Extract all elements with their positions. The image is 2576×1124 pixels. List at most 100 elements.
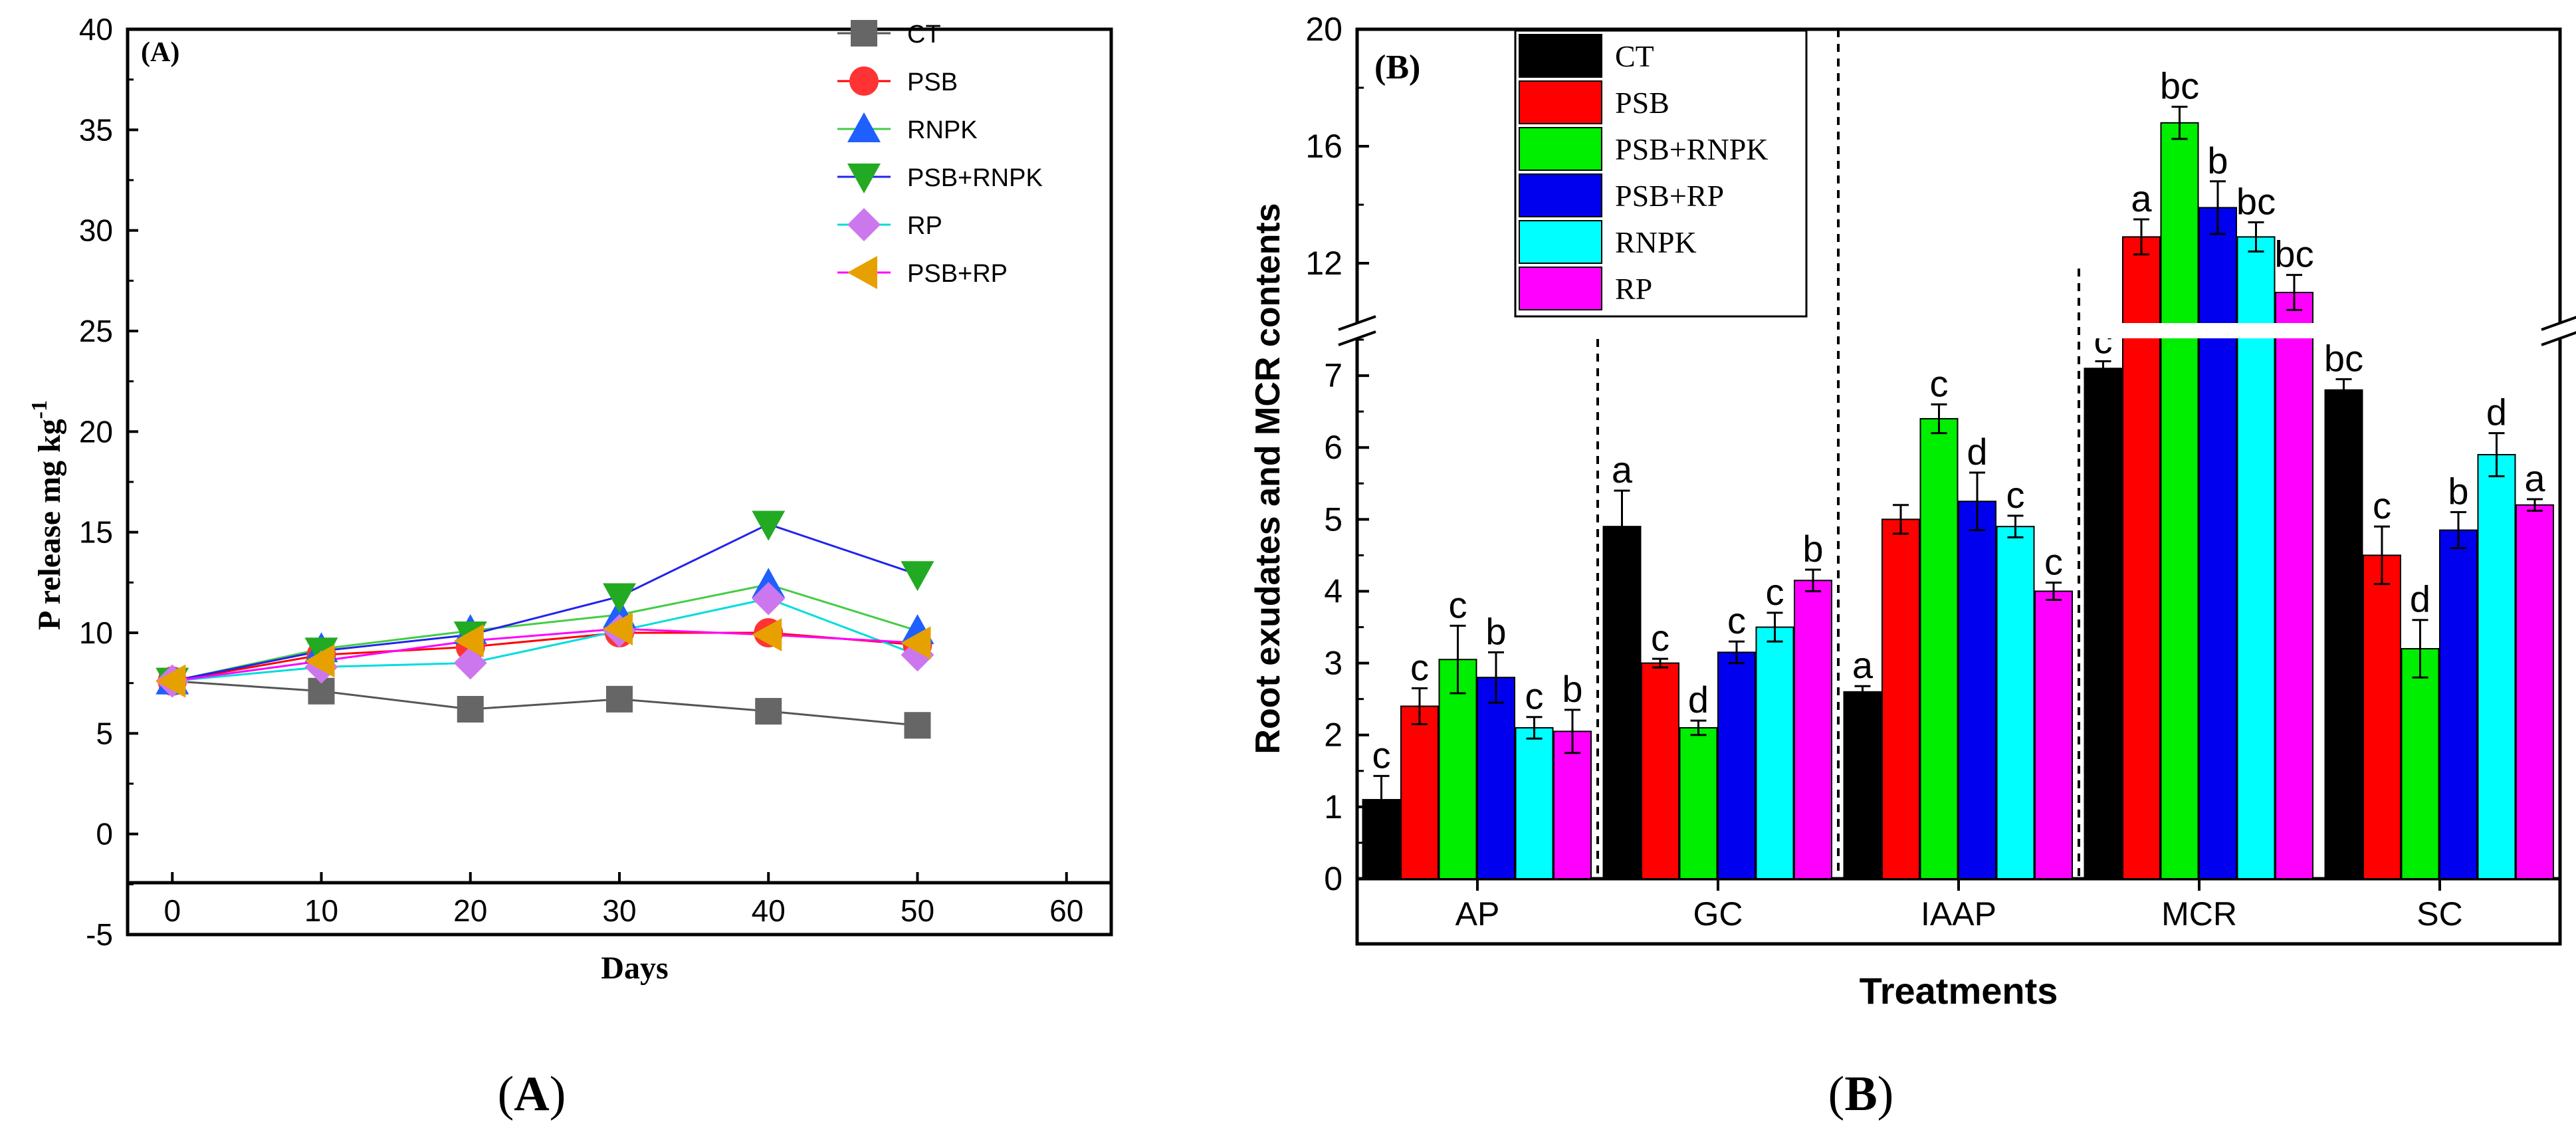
significance-letter: c xyxy=(1410,646,1429,688)
bar-gc-psb-rp xyxy=(1717,651,1756,879)
significance-letter: c xyxy=(1372,734,1391,776)
panel-b-ylabel: Root exudates and MCR contents xyxy=(1249,203,1287,754)
legend-label: PSB+RNPK xyxy=(907,164,1043,192)
legend-marker xyxy=(847,256,877,289)
significance-letter: a xyxy=(2524,457,2545,499)
legend-marker xyxy=(849,66,879,96)
significance-letter: c xyxy=(1651,617,1669,659)
data-point-psb-rp xyxy=(603,612,633,645)
significance-letter: c xyxy=(2044,540,2063,582)
panel-b-ytick-label: 5 xyxy=(1324,501,1342,538)
bar-mcr-psb-rp xyxy=(2199,207,2237,879)
legend-marker xyxy=(847,208,881,241)
significance-letter: bc xyxy=(2324,337,2363,379)
significance-letter: c xyxy=(1766,571,1784,613)
significance-letter: d xyxy=(2486,392,2507,433)
legend-label: PSB xyxy=(907,68,958,96)
data-point-psb-rp xyxy=(752,618,782,652)
legend-swatch xyxy=(1519,127,1602,171)
bar-ap-psb xyxy=(1400,705,1439,879)
bar-sc-psb-rnpk xyxy=(2401,647,2440,879)
data-point-psb-rnpk xyxy=(752,510,786,541)
significance-letter: b xyxy=(2448,471,2468,512)
significance-letter: c xyxy=(1525,675,1544,717)
panel-a-ytick-label: 15 xyxy=(79,515,113,550)
panel-b-caption: (B) xyxy=(1828,1067,1894,1121)
significance-letter: c xyxy=(1930,362,1949,404)
axis-break-mark xyxy=(2541,316,2576,331)
panel-b-ytick-label: 20 xyxy=(1305,11,1342,48)
bar-mcr-rp xyxy=(2275,292,2313,879)
legend-marker xyxy=(847,164,881,193)
bar-sc-rp xyxy=(2516,504,2554,879)
legend-marker xyxy=(847,112,881,142)
legend-label: PSB+RP xyxy=(1615,179,1724,213)
panel-b-category-label: MCR xyxy=(2161,895,2237,933)
significance-letter: b xyxy=(1802,528,1823,570)
panel-a-ytick-label: 5 xyxy=(96,716,113,750)
legend-swatch xyxy=(1519,80,1602,124)
series-line-psb-rp xyxy=(172,627,918,683)
panel-a-caption-letter: A xyxy=(514,1067,549,1121)
panel-a-ytick-label: 30 xyxy=(79,213,113,248)
legend-swatch xyxy=(1519,173,1602,217)
panel-a-ytick-label: 40 xyxy=(79,12,113,47)
significance-letter: b xyxy=(2207,140,2228,181)
panel-b-legend: CT PSB PSB+RNPK PSB+RP RNPK RP xyxy=(1514,29,1808,318)
significance-letter: a xyxy=(1852,644,1874,686)
panel-a-xtick-label: 0 xyxy=(163,893,181,928)
series-line-rp xyxy=(172,597,918,683)
panel-a-ylabel-main: P release mg kg xyxy=(32,419,67,630)
data-point-ct xyxy=(904,712,931,739)
panel-a-caption: (A) xyxy=(498,1067,566,1121)
legend-swatch xyxy=(1519,220,1602,264)
legend-label: CT xyxy=(907,21,941,49)
significance-letter: b xyxy=(1485,610,1506,652)
legend-label: PSB xyxy=(1615,86,1669,120)
panel-b-ytick-label: 6 xyxy=(1324,429,1342,466)
panel-a-xlabel: Days xyxy=(601,951,668,986)
panel-a-ytick-label: 25 xyxy=(79,314,113,348)
bar-gc-rnpk xyxy=(1755,626,1794,879)
panel-b-ytick-label: 3 xyxy=(1324,645,1342,682)
bar-sc-psb-rp xyxy=(2439,529,2478,879)
legend-label: PSB+RNPK xyxy=(1615,132,1769,166)
panel-b-ytick-label: 4 xyxy=(1324,572,1342,610)
panel-a-legend: CT PSB RNPK PSB+RNPK RP PSB+RP xyxy=(837,20,1043,289)
panel-b-separators xyxy=(1596,29,2080,879)
panel-a-xtick-label: 20 xyxy=(453,893,487,928)
panel-a-ylabel: P release mg kg-1 xyxy=(27,400,67,630)
panel-a-ytick-label: 35 xyxy=(79,112,113,147)
data-point-ct xyxy=(457,696,484,723)
panel-a-xtick-label: 40 xyxy=(752,893,786,928)
significance-letter: c xyxy=(2006,474,2025,516)
panel-b-category-label: IAAP xyxy=(1921,895,1996,933)
significance-letter: a xyxy=(2131,177,2152,219)
series-line-psb xyxy=(172,631,918,683)
panel-a-ylabel-sup: -1 xyxy=(27,400,52,419)
significance-letter: a xyxy=(1612,449,1633,491)
panel-a-xtick-label: 50 xyxy=(901,893,934,928)
panel-b-frame xyxy=(1355,27,2562,946)
panel-b-category-label: AP xyxy=(1455,895,1500,933)
data-point-psb-rnpk xyxy=(901,561,934,592)
panel-a-ytick-label: 20 xyxy=(79,414,113,449)
data-point-ct xyxy=(755,698,782,725)
bar-gc-psb-rnpk xyxy=(1679,727,1718,880)
legend-swatch xyxy=(1519,34,1602,78)
panel-b-ytick-label: 12 xyxy=(1305,245,1342,282)
bar-mcr-ct xyxy=(2084,368,2123,879)
panel-a-xtick-label: 60 xyxy=(1049,893,1083,928)
panel-a-ytick-label: -5 xyxy=(86,917,113,952)
bar-gc-ct xyxy=(1602,526,1642,879)
panel-b: (B) Treatments Root exudates and MCR con… xyxy=(1249,11,2576,1121)
data-point-psb-rp xyxy=(901,626,931,660)
axis-break-mark xyxy=(1338,330,1376,346)
significance-letter: b xyxy=(1562,668,1582,710)
bar-sc-psb xyxy=(2363,554,2401,880)
data-point-ct xyxy=(606,685,633,713)
panel-a-xtick-label: 30 xyxy=(602,893,636,928)
